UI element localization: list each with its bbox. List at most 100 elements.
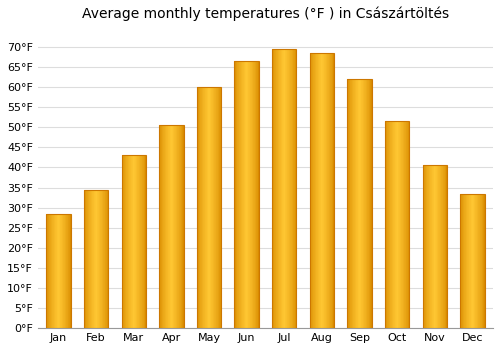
Bar: [48, 214, 50, 328]
Bar: [170, 125, 171, 328]
Bar: [460, 194, 462, 328]
Bar: [234, 61, 259, 328]
Bar: [322, 53, 323, 328]
Bar: [101, 190, 102, 328]
Bar: [256, 61, 257, 328]
Bar: [444, 166, 445, 328]
Bar: [50, 214, 51, 328]
Bar: [178, 125, 180, 328]
Bar: [360, 79, 362, 328]
Bar: [244, 61, 245, 328]
Bar: [214, 87, 215, 328]
Bar: [371, 79, 372, 328]
Bar: [310, 53, 311, 328]
Bar: [289, 49, 290, 328]
Bar: [460, 194, 484, 328]
Bar: [408, 121, 410, 328]
Bar: [332, 53, 333, 328]
Bar: [144, 155, 145, 328]
Bar: [215, 87, 216, 328]
Bar: [257, 61, 258, 328]
Bar: [102, 190, 103, 328]
Bar: [436, 166, 437, 328]
Bar: [107, 190, 108, 328]
Bar: [314, 53, 315, 328]
Bar: [87, 190, 88, 328]
Bar: [169, 125, 170, 328]
Bar: [217, 87, 218, 328]
Bar: [330, 53, 331, 328]
Bar: [177, 125, 178, 328]
Bar: [241, 61, 242, 328]
Bar: [310, 53, 334, 328]
Bar: [56, 214, 58, 328]
Bar: [348, 79, 372, 328]
Bar: [273, 49, 274, 328]
Bar: [122, 155, 124, 328]
Bar: [352, 79, 353, 328]
Bar: [348, 79, 372, 328]
Bar: [106, 190, 107, 328]
Bar: [476, 194, 478, 328]
Bar: [472, 194, 473, 328]
Bar: [159, 125, 184, 328]
Bar: [283, 49, 284, 328]
Bar: [429, 166, 430, 328]
Bar: [197, 87, 198, 328]
Bar: [138, 155, 139, 328]
Bar: [180, 125, 181, 328]
Bar: [93, 190, 94, 328]
Bar: [475, 194, 476, 328]
Bar: [357, 79, 358, 328]
Bar: [252, 61, 254, 328]
Bar: [324, 53, 325, 328]
Bar: [363, 79, 364, 328]
Bar: [325, 53, 326, 328]
Bar: [207, 87, 208, 328]
Bar: [132, 155, 133, 328]
Bar: [329, 53, 330, 328]
Bar: [246, 61, 247, 328]
Bar: [422, 166, 447, 328]
Bar: [202, 87, 203, 328]
Bar: [90, 190, 91, 328]
Bar: [318, 53, 319, 328]
Bar: [467, 194, 468, 328]
Bar: [162, 125, 163, 328]
Bar: [402, 121, 403, 328]
Bar: [362, 79, 363, 328]
Bar: [53, 214, 54, 328]
Bar: [319, 53, 320, 328]
Bar: [400, 121, 401, 328]
Bar: [291, 49, 292, 328]
Bar: [92, 190, 93, 328]
Bar: [89, 190, 90, 328]
Bar: [392, 121, 393, 328]
Bar: [389, 121, 390, 328]
Bar: [238, 61, 240, 328]
Bar: [98, 190, 99, 328]
Bar: [208, 87, 209, 328]
Bar: [441, 166, 442, 328]
Bar: [182, 125, 183, 328]
Bar: [404, 121, 405, 328]
Bar: [310, 53, 334, 328]
Bar: [407, 121, 408, 328]
Bar: [198, 87, 199, 328]
Bar: [430, 166, 431, 328]
Bar: [242, 61, 243, 328]
Bar: [386, 121, 388, 328]
Bar: [142, 155, 143, 328]
Bar: [51, 214, 52, 328]
Bar: [439, 166, 440, 328]
Bar: [125, 155, 126, 328]
Bar: [385, 121, 386, 328]
Bar: [85, 190, 86, 328]
Bar: [61, 214, 62, 328]
Bar: [406, 121, 407, 328]
Bar: [168, 125, 169, 328]
Bar: [67, 214, 68, 328]
Bar: [358, 79, 359, 328]
Bar: [218, 87, 219, 328]
Bar: [428, 166, 429, 328]
